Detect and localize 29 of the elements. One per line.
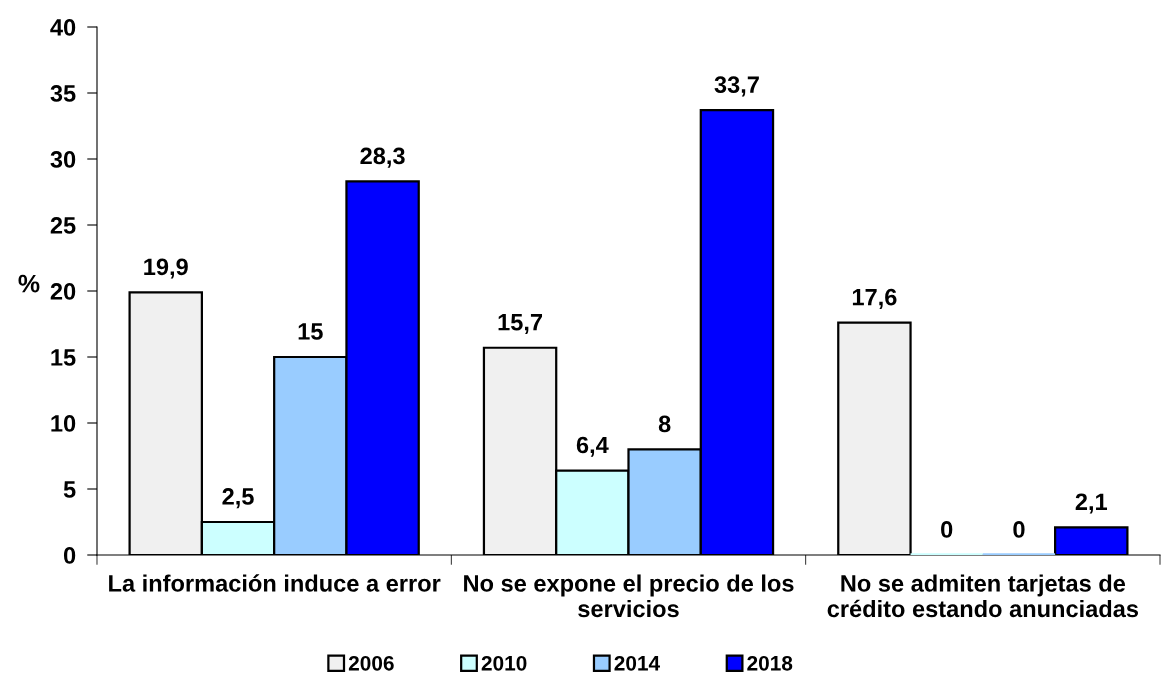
y-tick-label: 20 (50, 283, 76, 300)
y-tick-label: 10 (51, 415, 76, 432)
data-label: 33,7 (714, 76, 759, 97)
data-label: 2,5 (222, 488, 254, 509)
x-tick-label: No se expone el precio de los servicios (464, 574, 794, 618)
x-tick-label: La información induce a error (109, 574, 441, 592)
y-tick-label: 5 (63, 481, 76, 498)
data-label: 15,7 (498, 314, 543, 335)
data-label: 6,4 (576, 436, 609, 457)
legend-label: 2014 (614, 655, 660, 671)
y-tick-label: 0 (63, 547, 76, 564)
legend-label: 2006 (348, 655, 394, 671)
y-tick-label: 15 (51, 349, 76, 366)
data-label: 28,3 (360, 147, 405, 168)
data-label: 8 (658, 415, 671, 433)
data-label: 2,1 (1075, 493, 1108, 514)
y-axis-title: % (18, 274, 40, 293)
legend-label: 2018 (747, 655, 793, 671)
x-tick-label: No se admiten tarjetas de crédito estando anunciadas (827, 574, 1139, 618)
y-tick-label: 25 (50, 217, 76, 234)
y-tick-label: 40 (50, 19, 76, 36)
legend-label: 2010 (481, 655, 527, 671)
data-label: 0 (941, 521, 953, 538)
y-tick-label: 30 (50, 151, 76, 168)
data-label: 17,6 (852, 288, 897, 309)
data-label: 15 (298, 323, 323, 340)
data-label: 0 (1013, 521, 1025, 538)
y-tick-label: 35 (50, 85, 76, 102)
data-label: 19,9 (144, 258, 188, 279)
